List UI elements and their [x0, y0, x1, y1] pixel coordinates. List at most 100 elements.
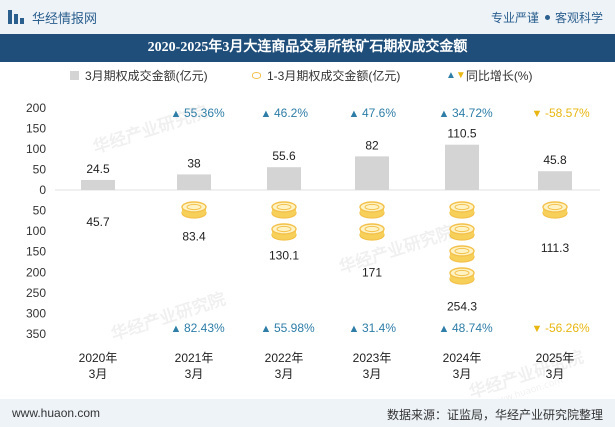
growth-monthly-arrow-icon: ▲	[349, 108, 360, 120]
coin-top	[449, 245, 475, 257]
growth-cumulative-label: -56.26%	[545, 321, 590, 335]
legend-label-monthly: 3月期权成交金额(亿元)	[85, 69, 208, 83]
legend: 3月期权成交金额(亿元) 1-3月期权成交金额(亿元) ▲ ▼ 同比增长(%)	[0, 62, 615, 84]
x-tick-label-year: 2022年	[265, 351, 304, 365]
x-tick-label-year: 2025年	[536, 351, 575, 365]
coin-rim	[454, 225, 470, 233]
brand-logo-icon	[8, 10, 26, 24]
bar-value-label: 45.8	[543, 153, 567, 167]
bar-value-label: 24.5	[86, 162, 110, 176]
bar-value-label: 110.5	[447, 127, 476, 141]
coin-rim	[364, 203, 380, 211]
slogan-right: 客观科学	[554, 11, 603, 25]
bar-value-label: 38	[187, 156, 201, 170]
coin-rim	[186, 203, 202, 211]
bar-monthly	[538, 171, 572, 190]
coin-value-label: 83.4	[182, 229, 206, 243]
y-tick-label: 300	[26, 306, 46, 320]
growth-cumulative-label: 82.43%	[184, 321, 225, 335]
coin-top	[449, 267, 475, 279]
top-bar: 华经情报网 专业严谨 客观科学	[0, 0, 615, 34]
x-tick-label-year: 2024年	[443, 351, 482, 365]
footer-url: www.huaon.com	[12, 406, 101, 420]
coin-top	[271, 223, 297, 235]
coin-rim	[364, 225, 380, 233]
x-tick-label-year: 2023年	[353, 351, 392, 365]
watermark-text: 华经产业研究院	[108, 288, 228, 345]
watermark-text: 华经产业研究院	[336, 221, 456, 278]
y-tick-label: 250	[26, 286, 46, 300]
slogan-left: 专业严谨	[490, 11, 539, 25]
footer-source: 数据来源：证监局，华经产业研究院整理	[386, 408, 603, 422]
y-tick-label: 350	[26, 327, 46, 341]
coin-icon	[449, 245, 475, 263]
y-tick-label: 150	[26, 245, 46, 259]
x-tick-label-month: 3月	[185, 367, 204, 381]
bar-value-label: 55.6	[272, 149, 296, 163]
bar-monthly	[267, 167, 301, 190]
y-tick-label: 200	[26, 265, 46, 279]
growth-monthly-arrow-icon: ▲	[261, 108, 272, 120]
y-tick-label: 100	[26, 224, 46, 238]
coin-rim	[547, 203, 563, 211]
coin-top	[542, 201, 568, 213]
growth-cumulative-arrow-icon: ▲	[349, 323, 360, 335]
growth-cumulative-arrow-icon: ▲	[439, 323, 450, 335]
growth-monthly-arrow-icon: ▲	[439, 108, 450, 120]
y-tick-label: 200	[26, 101, 46, 115]
growth-monthly-arrow-icon: ▲	[171, 108, 182, 120]
growth-cumulative-arrow-icon: ▲	[171, 323, 182, 335]
x-tick-label-month: 3月	[363, 367, 382, 381]
bar-monthly	[81, 179, 115, 190]
growth-cumulative-label: 31.4%	[362, 321, 396, 335]
coin-rim	[276, 203, 292, 211]
coin-swatch-icon	[252, 72, 261, 79]
coin-top	[359, 201, 385, 213]
growth-cumulative-arrow-icon: ▼	[532, 323, 543, 335]
brand-name: 华经情报网	[32, 10, 98, 26]
coin-top	[181, 201, 207, 213]
coin-icon	[181, 201, 207, 219]
coin-value-label: 111.3	[541, 241, 570, 255]
growth-monthly-arrow-icon: ▼	[532, 108, 543, 120]
brand: 华经情报网	[8, 8, 97, 26]
coin-icon	[449, 267, 475, 285]
y-tick-label: 50	[33, 163, 47, 177]
coin-value-label: 171	[362, 265, 382, 279]
coin-top	[271, 201, 297, 213]
y-tick-label: 100	[26, 142, 46, 156]
coin-top	[449, 223, 475, 235]
x-tick-label-year: 2021年	[175, 351, 214, 365]
growth-monthly-label: 55.36%	[184, 106, 225, 120]
growth-cumulative-label: 55.98%	[274, 321, 315, 335]
coin-rim	[454, 269, 470, 277]
y-tick-label: 150	[26, 122, 46, 136]
x-tick-label-year: 2020年	[79, 351, 118, 365]
bar-monthly	[355, 156, 389, 190]
coin-rim	[454, 203, 470, 211]
coin-top	[449, 201, 475, 213]
y-tick-label: 0	[39, 183, 46, 197]
triangle-down-icon: ▼	[455, 70, 466, 81]
coin-icon	[359, 201, 385, 219]
x-tick-label-month: 3月	[89, 367, 108, 381]
footer: www.huaon.com 数据来源：证监局，华经产业研究院整理	[0, 399, 615, 427]
coin-icon	[449, 223, 475, 241]
growth-monthly-label: 34.72%	[452, 106, 493, 120]
coin-rim	[276, 225, 292, 233]
growth-cumulative-label: 48.74%	[452, 321, 493, 335]
coin-value-label: 45.7	[86, 215, 110, 229]
x-tick-label-month: 3月	[275, 367, 294, 381]
slogan: 专业严谨 客观科学	[491, 9, 603, 26]
legend-label-growth: 同比增长(%)	[465, 69, 533, 83]
growth-monthly-label: -58.57%	[545, 106, 590, 120]
growth-cumulative-arrow-icon: ▲	[261, 323, 272, 335]
bar-monthly	[445, 144, 479, 190]
coin-top	[359, 223, 385, 235]
coin-rim	[454, 247, 470, 255]
bar-swatch-icon	[70, 71, 79, 80]
legend-label-cumulative: 1-3月期权成交金额(亿元)	[267, 69, 401, 83]
growth-monthly-label: 46.2%	[274, 106, 308, 120]
chart-title: 2020-2025年3月大连商品交易所铁矿石期权成交金额	[0, 34, 615, 62]
growth-monthly-label: 47.6%	[362, 106, 396, 120]
